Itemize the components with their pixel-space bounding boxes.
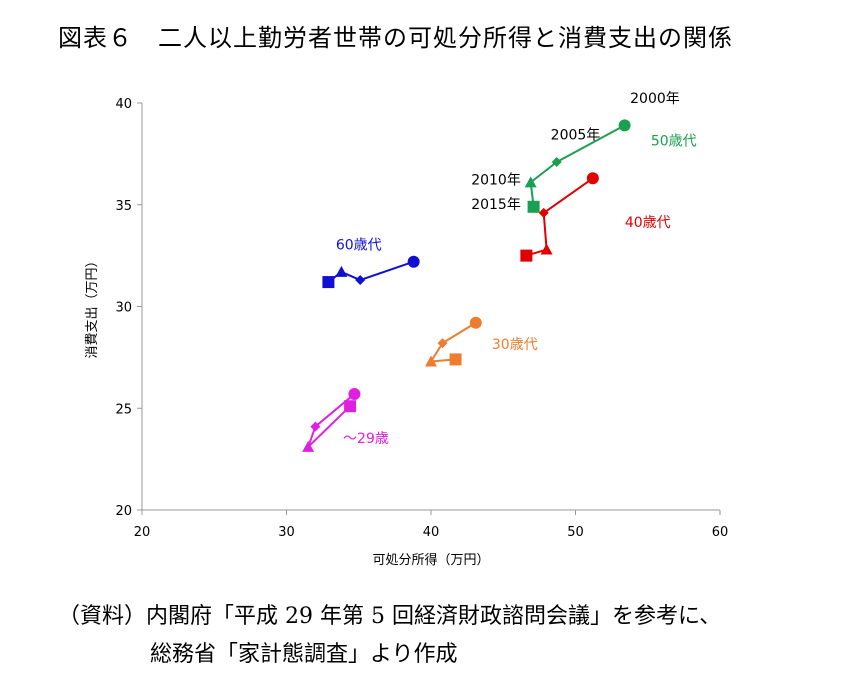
data-point-triangle (335, 265, 348, 277)
data-point-circle (618, 119, 631, 132)
series-line-1 (430, 321, 477, 363)
annotation-label: 50歳代 (651, 134, 697, 150)
annotation-label: 2010年 (471, 172, 521, 188)
x-tick-label: 60 (712, 525, 729, 540)
data-point-diamond (437, 338, 448, 349)
series-line-2 (526, 177, 594, 257)
y-tick-label: 25 (115, 402, 132, 417)
x-tick-label: 50 (567, 525, 584, 540)
data-point-circle (348, 388, 361, 401)
data-point-triangle (524, 176, 537, 188)
annotation-label: 2000年 (630, 91, 680, 107)
annotation-label: 2015年 (471, 197, 521, 213)
data-point-circle (407, 255, 420, 268)
chart-markers (302, 119, 631, 452)
y-tick-label: 30 (115, 301, 132, 316)
data-point-square (344, 400, 357, 413)
x-tick-label: 20 (134, 525, 151, 540)
source-note-line-2: 総務省「家計態調査」より作成 (150, 642, 458, 667)
annotation-label: 60歳代 (336, 238, 382, 254)
annotation-label: 〜29歳 (343, 431, 389, 447)
y-tick-label: 20 (115, 504, 132, 519)
data-point-square (527, 200, 540, 213)
data-point-diamond (310, 421, 321, 432)
chart-annotations: 2000年 2005年 2010年 2015年 50歳代 40歳代 60歳代 30歳代〜29歳 (336, 91, 697, 447)
annotation-label: 2005年 (551, 128, 601, 144)
y-tick-label: 35 (115, 199, 132, 214)
annotation-label: 40歳代 (625, 215, 671, 231)
chart-axes: 20 25 30 35 40 20 30 40 50 60 可処分所得（万円） 消費支出（万円） (85, 97, 728, 568)
x-axis-title: 可処分所得（万円） (372, 552, 489, 568)
data-point-square (520, 249, 533, 262)
data-point-triangle (302, 440, 315, 452)
y-axis-title: 消費支出（万円） (85, 254, 100, 358)
data-point-diamond (551, 157, 562, 168)
x-tick-label: 40 (423, 525, 440, 540)
data-point-diamond (355, 275, 366, 286)
y-tick-label: 40 (115, 97, 132, 112)
data-point-circle (469, 316, 482, 329)
series-line-0 (307, 393, 356, 448)
data-point-square (322, 276, 335, 289)
data-point-diamond (538, 207, 549, 218)
data-point-triangle (540, 243, 553, 255)
scatter-chart: 20 25 30 35 40 20 30 40 50 60 可処分所得（万円） 消費支出（万円） 20… (85, 91, 728, 568)
annotation-label: 30歳代 (492, 337, 538, 353)
x-tick-label: 30 (278, 525, 295, 540)
chart-series-lines (307, 124, 626, 448)
series-line-4 (327, 260, 414, 283)
source-note-line-1: （資料）内閣府「平成 29 年第 5 回経済財政諮問会議」を参考に、 (58, 604, 722, 629)
data-point-triangle (425, 355, 437, 367)
data-point-circle (586, 172, 599, 185)
series-line-3 (529, 124, 626, 207)
data-point-square (449, 353, 462, 366)
figure-title: 図表６ 二人以上勤労者世帯の可処分所得と消費支出の関係 (58, 24, 733, 52)
